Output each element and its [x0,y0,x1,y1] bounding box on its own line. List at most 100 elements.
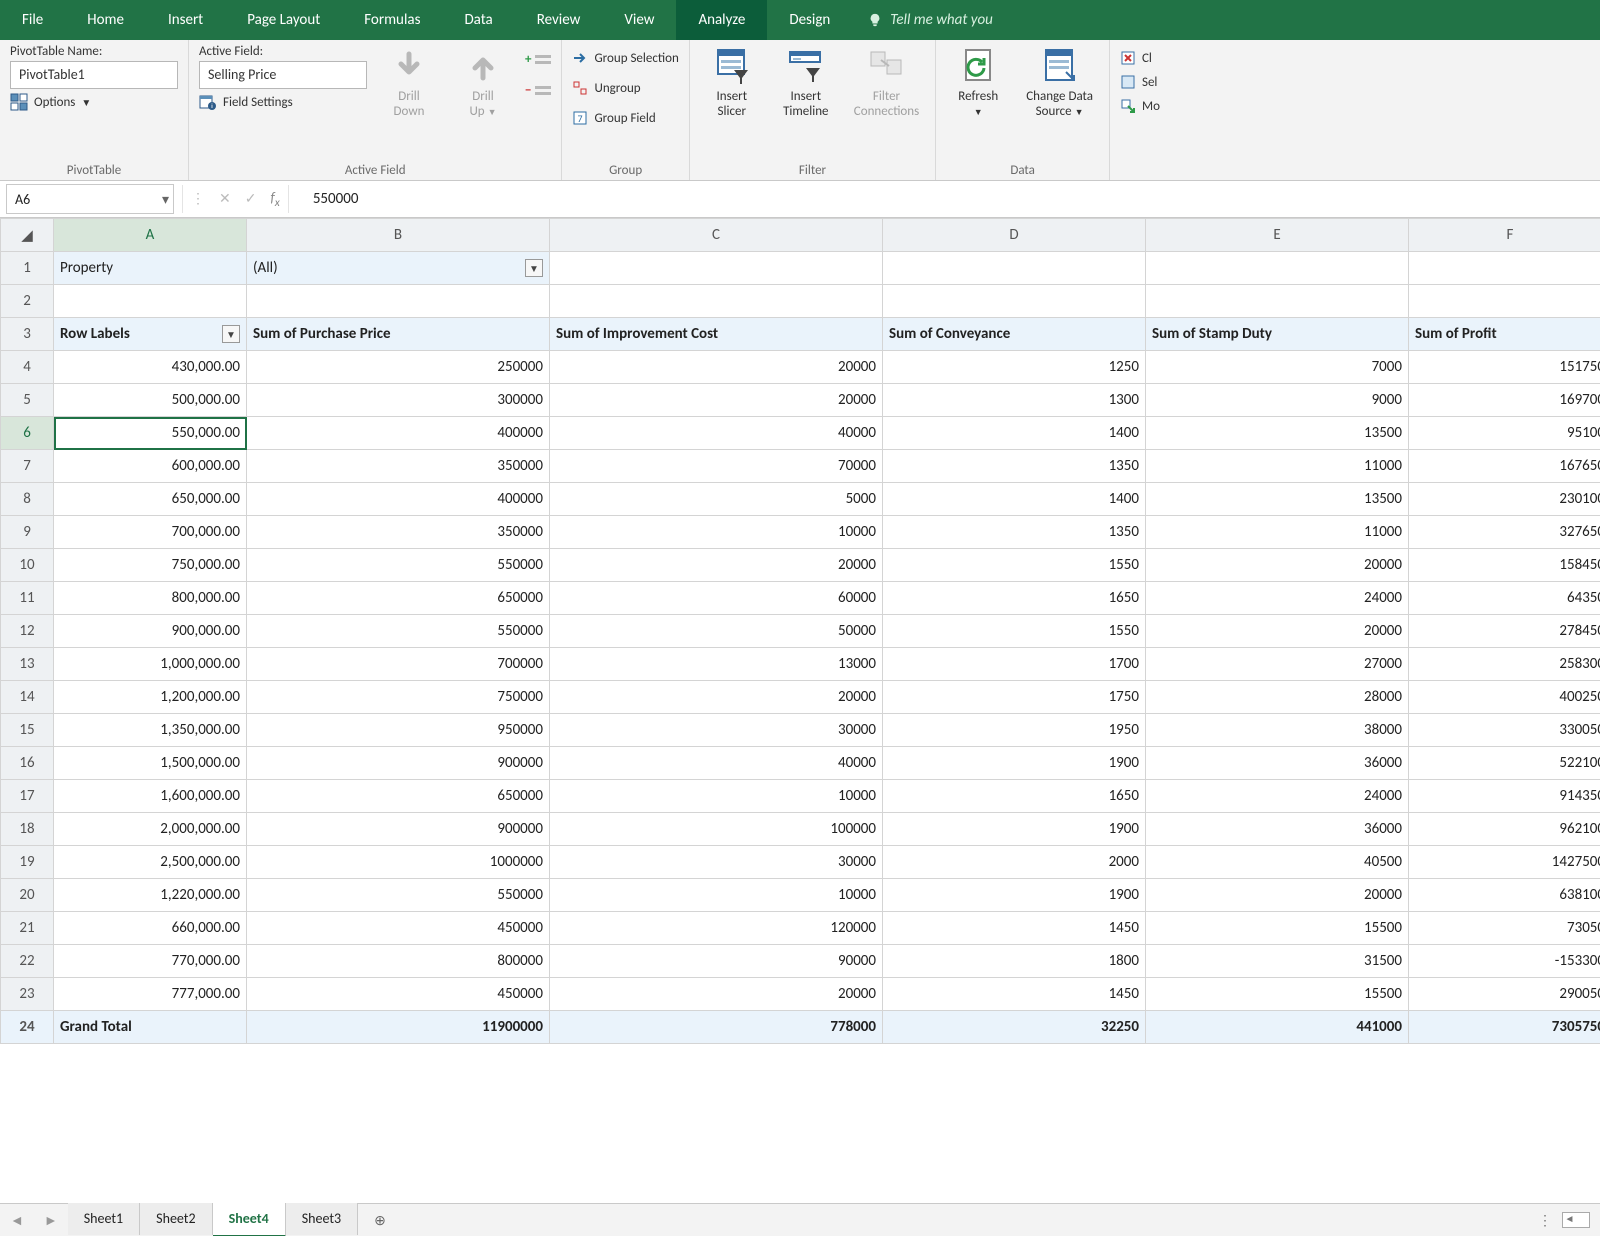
cell[interactable]: 441000 [1146,1011,1409,1044]
cell[interactable]: Sum of Conveyance [883,318,1146,351]
cell[interactable]: 95100 [1409,417,1600,450]
cell[interactable]: 962100 [1409,813,1600,846]
cell[interactable]: Sum of Stamp Duty [1146,318,1409,351]
cell[interactable]: 9000 [1146,384,1409,417]
cell[interactable]: 1,200,000.00 [54,681,247,714]
cell[interactable]: 770,000.00 [54,945,247,978]
sheet-nav-next[interactable]: ► [34,1212,68,1229]
cell[interactable]: 30000 [550,714,883,747]
cell[interactable]: 32250 [883,1011,1146,1044]
cell[interactable]: 400000 [247,417,550,450]
cell[interactable]: 100000 [550,813,883,846]
cell[interactable]: 700000 [247,648,550,681]
cell[interactable]: 350000 [247,450,550,483]
tab-view[interactable]: View [602,0,676,40]
move-button[interactable]: Mo [1120,96,1160,116]
cell[interactable]: 2,500,000.00 [54,846,247,879]
cell[interactable]: 20000 [1146,879,1409,912]
cell[interactable]: 250000 [247,351,550,384]
cell[interactable]: 638100 [1409,879,1600,912]
cell[interactable]: Row Labels▼ [54,318,247,351]
cell[interactable]: 5000 [550,483,883,516]
cell[interactable]: 1700 [883,648,1146,681]
fx-icon[interactable]: fx [270,189,279,210]
field-settings-button[interactable]: i Field Settings [199,91,367,113]
cell[interactable]: 1900 [883,747,1146,780]
cell[interactable]: 11000 [1146,516,1409,549]
cell[interactable]: 550000 [247,549,550,582]
tab-home[interactable]: Home [65,0,146,40]
cell[interactable]: 10000 [550,879,883,912]
row-header[interactable]: 12 [1,615,54,648]
cell[interactable]: 30000 [550,846,883,879]
cell[interactable]: 550000 [247,879,550,912]
cell[interactable]: 7305750 [1409,1011,1600,1044]
cell[interactable]: 778000 [550,1011,883,1044]
cell[interactable]: 31500 [1146,945,1409,978]
cell[interactable]: 800000 [247,945,550,978]
cell[interactable]: 330050 [1409,714,1600,747]
cell[interactable]: 28000 [1146,681,1409,714]
row-header[interactable]: 19 [1,846,54,879]
formula-input[interactable]: 550000 [297,190,1600,208]
insert-slicer-button[interactable]: Insert Slicer [700,44,764,122]
cell[interactable]: 20000 [550,978,883,1011]
cell[interactable]: 650000 [247,582,550,615]
cell[interactable] [883,252,1146,285]
cell[interactable]: 38000 [1146,714,1409,747]
insert-timeline-button[interactable]: Insert Timeline [774,44,838,122]
drill-down-button[interactable]: Drill Down [377,44,441,122]
cell[interactable]: Sum of Profit [1409,318,1600,351]
cell[interactable]: 36000 [1146,813,1409,846]
cell[interactable]: 500,000.00 [54,384,247,417]
refresh-button[interactable]: Refresh▼ [946,44,1010,122]
row-header[interactable]: 8 [1,483,54,516]
cell[interactable]: 450000 [247,912,550,945]
cell[interactable]: 1650 [883,780,1146,813]
cell[interactable]: Grand Total [54,1011,247,1044]
cell[interactable]: 11900000 [247,1011,550,1044]
cell[interactable]: 20000 [550,384,883,417]
cell[interactable]: 167650 [1409,450,1600,483]
ungroup-button[interactable]: Ungroup [572,78,678,98]
cell[interactable]: 1,350,000.00 [54,714,247,747]
row-header[interactable]: 10 [1,549,54,582]
cell[interactable]: 900000 [247,813,550,846]
sheet-tab[interactable]: Sheet4 [213,1203,286,1236]
row-header[interactable]: 13 [1,648,54,681]
accept-formula-icon[interactable]: ✓ [245,190,257,207]
column-header[interactable]: E [1146,219,1409,252]
cell[interactable]: 327650 [1409,516,1600,549]
change-data-source-button[interactable]: Change Data Source ▼ [1020,44,1099,122]
cell[interactable]: 11000 [1146,450,1409,483]
cell[interactable]: 1000000 [247,846,550,879]
row-header[interactable]: 1 [1,252,54,285]
cell[interactable]: 10000 [550,780,883,813]
cell[interactable]: 1,000,000.00 [54,648,247,681]
select-button[interactable]: Sel [1120,72,1160,92]
cell[interactable]: 430,000.00 [54,351,247,384]
row-header[interactable]: 16 [1,747,54,780]
cell[interactable] [247,285,550,318]
cell[interactable]: 550000 [247,615,550,648]
cell[interactable]: 230100 [1409,483,1600,516]
cell[interactable]: 2,000,000.00 [54,813,247,846]
cell[interactable]: 800,000.00 [54,582,247,615]
filter-connections-button[interactable]: Filter Connections [848,44,925,122]
cell[interactable]: 24000 [1146,582,1409,615]
cell[interactable]: 50000 [550,615,883,648]
cell[interactable]: 13000 [550,648,883,681]
column-header[interactable]: A [54,219,247,252]
cell[interactable]: 64350 [1409,582,1600,615]
row-header[interactable]: 5 [1,384,54,417]
cell[interactable]: 73050 [1409,912,1600,945]
tab-data[interactable]: Data [442,0,514,40]
cell[interactable]: 40500 [1146,846,1409,879]
row-header[interactable]: 7 [1,450,54,483]
cell[interactable]: 900,000.00 [54,615,247,648]
cell[interactable]: 1450 [883,912,1146,945]
cell[interactable]: -153300 [1409,945,1600,978]
filter-dropdown-icon[interactable]: ▼ [525,259,543,277]
cell[interactable]: 36000 [1146,747,1409,780]
cell[interactable]: 258300 [1409,648,1600,681]
